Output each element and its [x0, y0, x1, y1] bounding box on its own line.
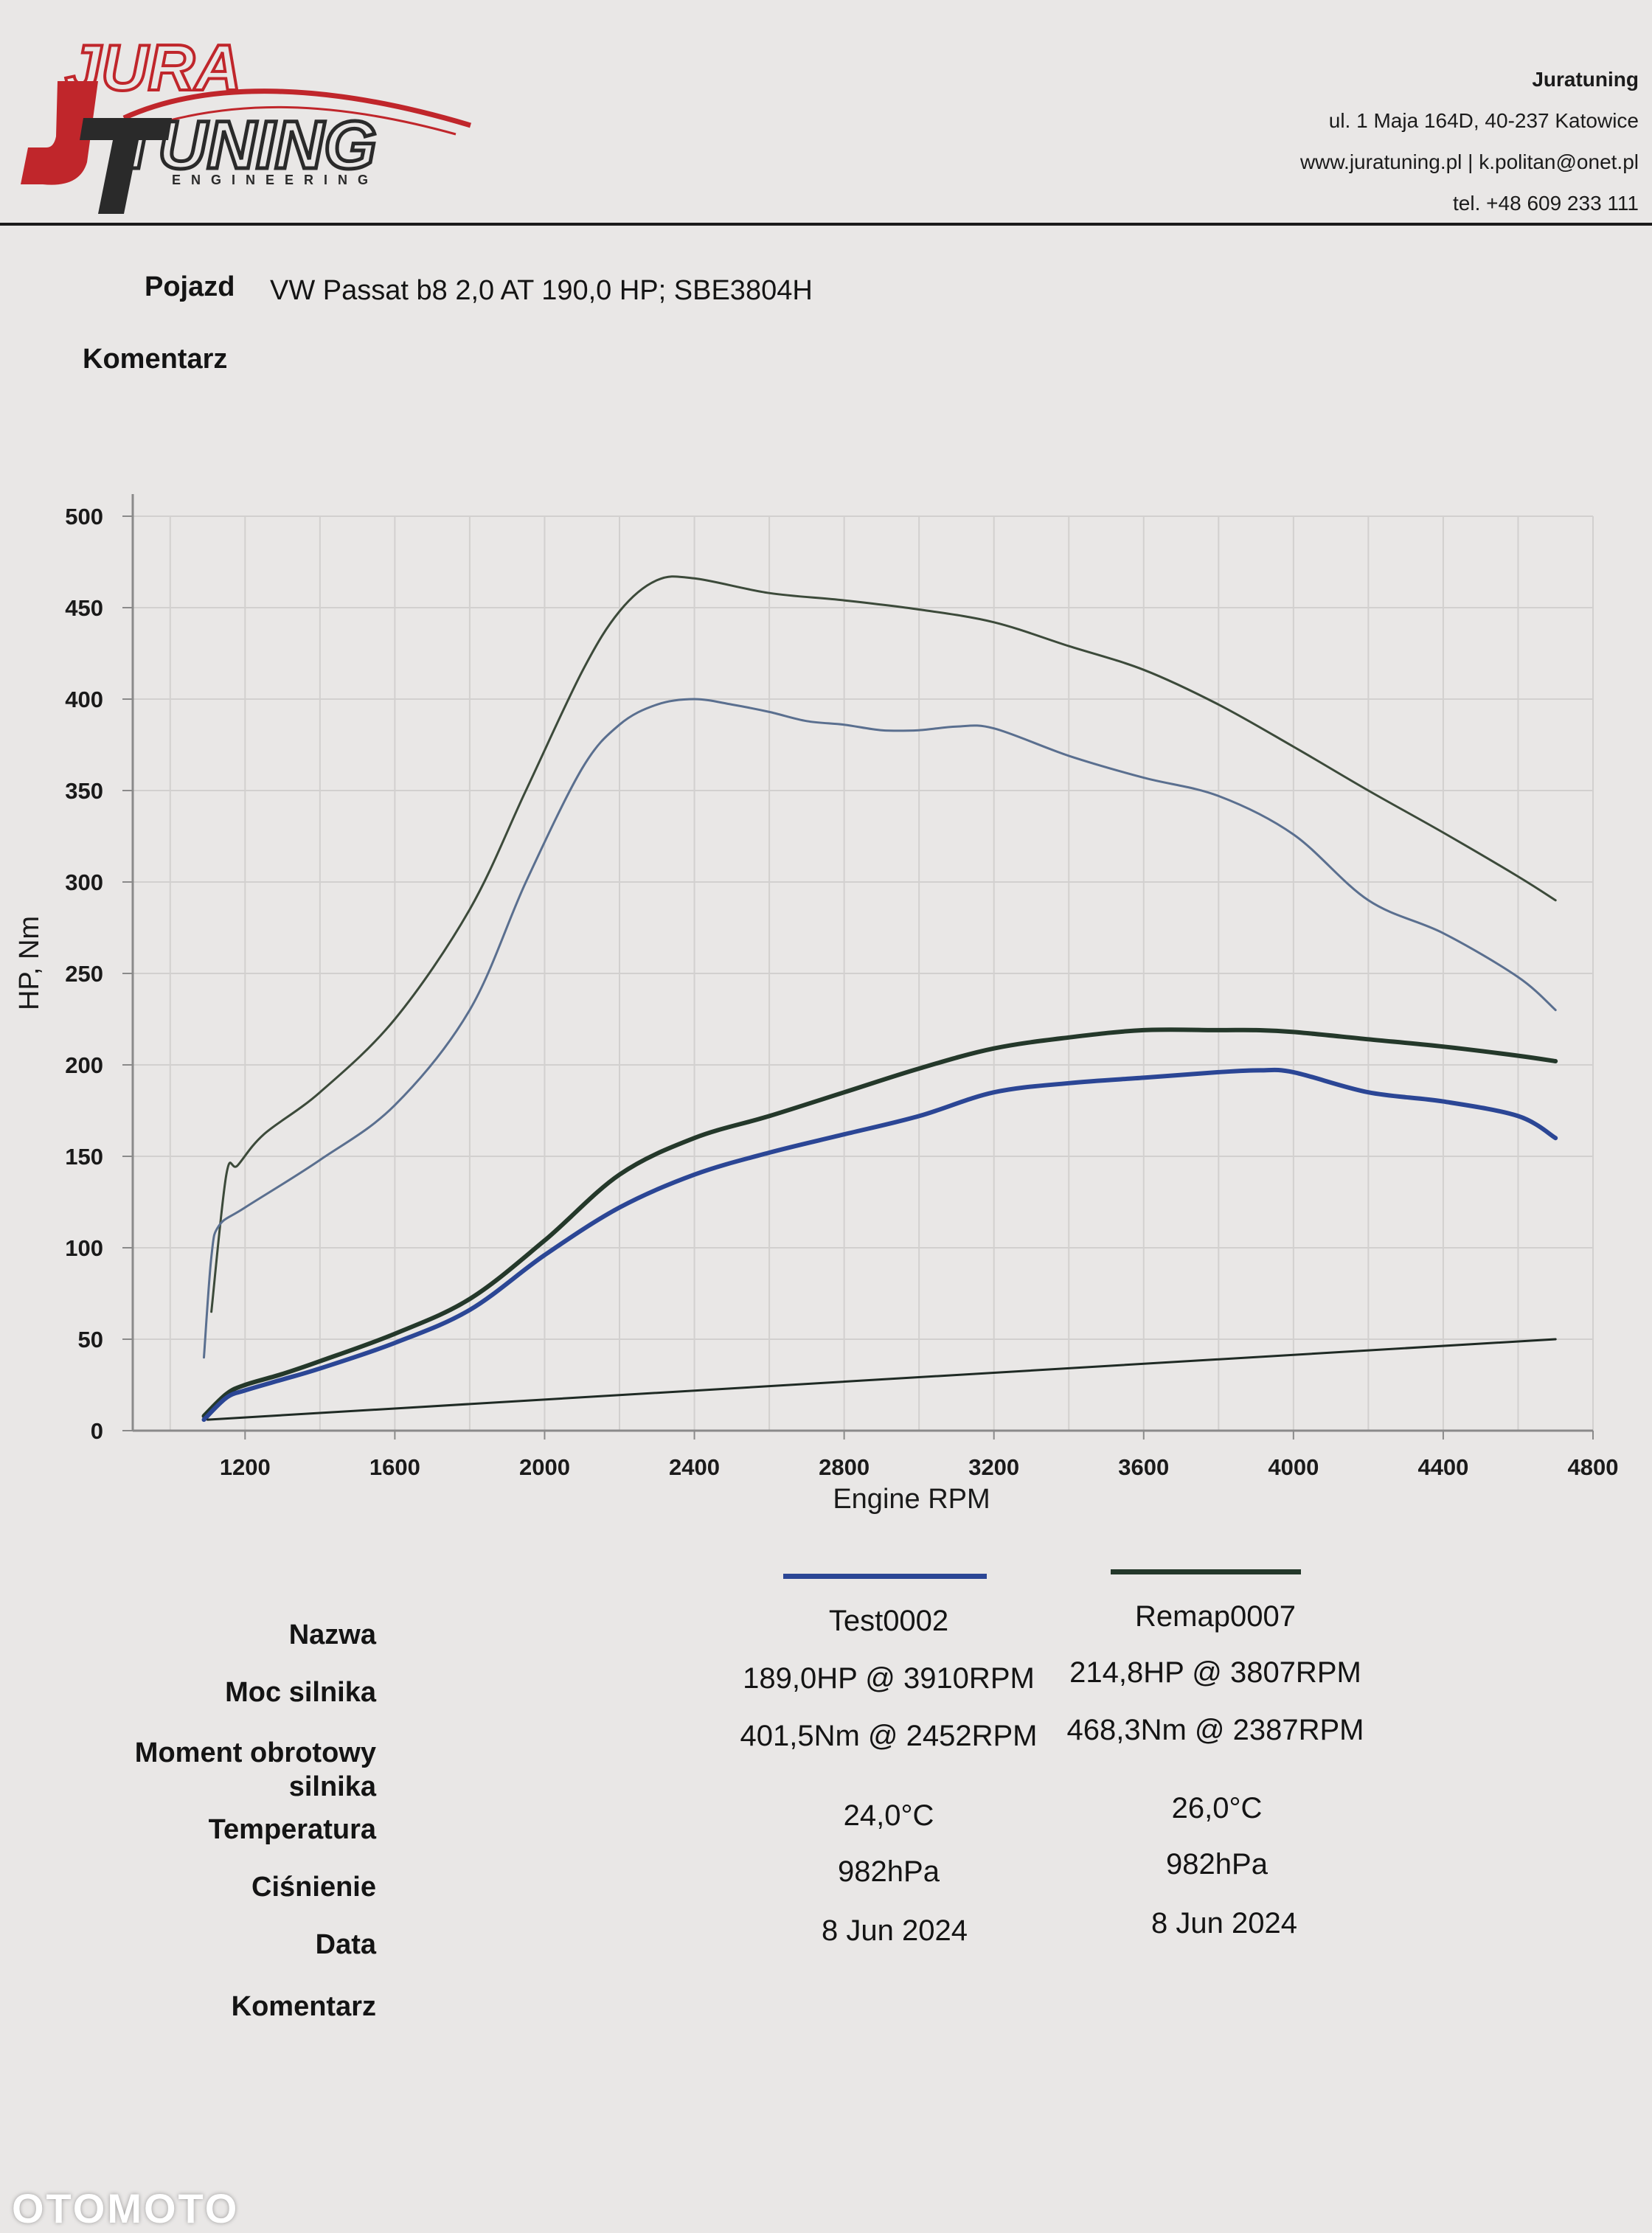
label-comment: Komentarz: [231, 1991, 376, 2022]
vehicle-label: Pojazd: [145, 271, 235, 302]
dyno-chart: 0 50 100 150 200 250 300 350 400 450 500 1200 1600 20…: [14, 494, 1618, 1515]
label-name: Nazwa: [288, 1619, 376, 1650]
y-tick-label: 150: [65, 1144, 103, 1170]
label-torque-line1: Moment obrotowy: [134, 1737, 376, 1768]
run1-name: Test0002: [828, 1605, 949, 1637]
x-tick-label: 1600: [369, 1454, 420, 1480]
y-tick-label: 0: [91, 1418, 103, 1444]
logo-swoosh-icon: [122, 88, 472, 128]
x-tick-label: 1200: [220, 1454, 271, 1480]
y-tick-label: 400: [65, 687, 103, 712]
y-tick-label: 500: [65, 504, 103, 529]
run2-pressure: 982hPa: [1166, 1848, 1268, 1880]
run2-date: 8 Jun 2024: [1151, 1907, 1297, 1939]
label-pressure: Ciśnienie: [251, 1872, 376, 1903]
label-date: Data: [315, 1929, 376, 1960]
company-address: ul. 1 Maja 164D, 40-237 Katowice: [1328, 109, 1639, 132]
run1-pressure: 982hPa: [838, 1855, 940, 1888]
label-temperature: Temperatura: [208, 1814, 376, 1845]
y-tick-label: 100: [65, 1235, 103, 1261]
label-power: Moc silnika: [225, 1677, 376, 1708]
run1-date: 8 Jun 2024: [822, 1914, 968, 1947]
y-tick-label: 450: [65, 595, 103, 621]
run2-temperature: 26,0°C: [1171, 1792, 1263, 1824]
x-axis-title: Engine RPM: [833, 1484, 990, 1515]
series-line-0: [210, 575, 1557, 1313]
x-tick-label: 3600: [1118, 1454, 1169, 1480]
logo-j-icon: [21, 81, 98, 185]
logo-t-icon: [80, 118, 172, 214]
run1-power: 189,0HP @ 3910RPM: [743, 1662, 1035, 1695]
run1-temperature: 24,0°C: [843, 1799, 934, 1832]
company-phone: tel. +48 609 233 111: [1453, 192, 1639, 215]
x-tick-label: 3200: [968, 1454, 1019, 1480]
y-tick-label: 250: [65, 961, 103, 987]
x-tick-label: 4400: [1417, 1454, 1468, 1480]
y-tick-label: 350: [65, 778, 103, 804]
x-tick-label: 4000: [1268, 1454, 1319, 1480]
run2-power: 214,8HP @ 3807RPM: [1069, 1656, 1361, 1689]
label-torque: Moment obrotowy silnika: [37, 1736, 376, 1804]
x-tick-label: 2800: [819, 1454, 870, 1480]
y-tick-label: 50: [78, 1327, 103, 1352]
legend-line-remap0007: [1111, 1569, 1301, 1574]
vehicle-value: VW Passat b8 2,0 AT 190,0 HP; SBE3804H: [270, 275, 813, 306]
series-line-3: [201, 1067, 1558, 1423]
company-name: Juratuning: [1532, 68, 1639, 91]
run1-torque: 401,5Nm @ 2452RPM: [740, 1720, 1038, 1752]
chart-grid: [133, 515, 1594, 1431]
y-tick-label: 200: [65, 1052, 103, 1078]
header-divider: [0, 223, 1652, 226]
logo-tagline: ENGINEERING: [172, 173, 378, 187]
chart-axes: [131, 494, 1593, 1432]
chart-ticks: 0 50 100 150 200 250 300 350 400 450 500 1200 1600 20…: [65, 504, 1618, 1480]
series-line-1: [203, 698, 1557, 1359]
otomoto-watermark: OTOMOTO: [12, 2185, 240, 2232]
series-line-2: [201, 1027, 1558, 1419]
legend-line-test0002: [783, 1574, 987, 1579]
x-tick-label: 2400: [669, 1454, 720, 1480]
run2-torque: 468,3Nm @ 2387RPM: [1066, 1714, 1364, 1746]
run2-name: Remap0007: [1135, 1600, 1296, 1633]
x-tick-label: 4800: [1568, 1454, 1619, 1480]
jura-tuning-logo: JURA TUNING ENGINEERING: [21, 37, 472, 214]
label-torque-line2: silnika: [288, 1771, 376, 1802]
series-line-4: [206, 1338, 1557, 1421]
x-tick-label: 2000: [519, 1454, 570, 1480]
chart-series: [201, 575, 1558, 1423]
y-tick-label: 300: [65, 869, 103, 895]
comment-label: Komentarz: [83, 344, 228, 375]
company-web-email: www.juratuning.pl | k.politan@onet.pl: [1299, 150, 1639, 173]
y-axis-title: HP, Nm: [14, 916, 45, 1010]
